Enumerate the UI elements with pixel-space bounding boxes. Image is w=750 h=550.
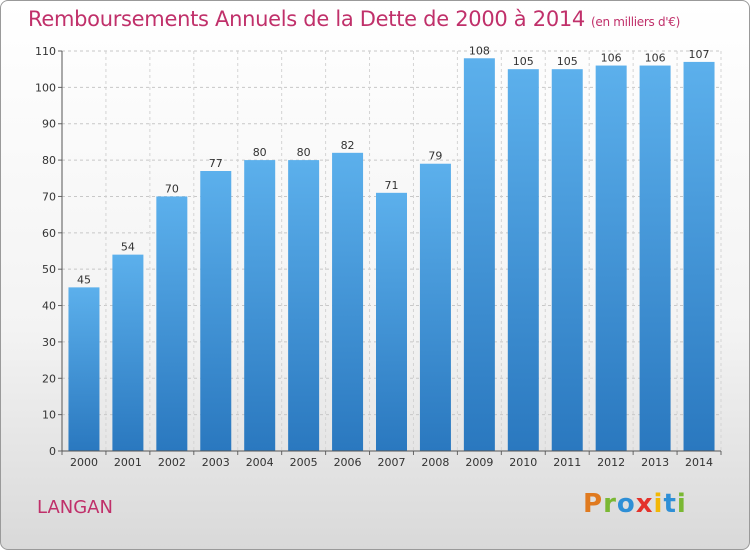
data-label-2006: 82 — [341, 139, 355, 152]
y-tick-label: 70 — [42, 190, 56, 203]
y-tick-label: 10 — [42, 409, 56, 422]
x-tick-label: 2011 — [553, 456, 581, 469]
x-tick-label: 2009 — [465, 456, 493, 469]
data-label-2008: 79 — [428, 150, 442, 163]
x-tick-label: 2007 — [378, 456, 406, 469]
data-label-2001: 54 — [121, 241, 135, 254]
bar-2007 — [376, 192, 407, 451]
logo-letter: r — [603, 489, 617, 519]
data-label-2007: 71 — [385, 179, 399, 192]
y-tick-label: 20 — [42, 372, 56, 385]
bar-2012 — [595, 65, 627, 451]
x-tick-label: 2008 — [421, 456, 449, 469]
data-label-2013: 106 — [645, 52, 666, 65]
x-tick-label: 2002 — [158, 456, 186, 469]
x-tick-label: 2003 — [202, 456, 230, 469]
y-tick-label: 90 — [42, 118, 56, 131]
axes: 0 10 20 30 40 50 60 70 80 90 100 110 2000 2001 2002 200… — [35, 45, 722, 469]
data-label-2005: 80 — [297, 146, 311, 159]
data-label-2011: 105 — [557, 55, 578, 68]
x-tick-label: 2010 — [509, 456, 537, 469]
y-tick-label: 110 — [35, 45, 56, 58]
data-labels: 45 54 70 77 80 80 82 71 79 108 105 105 106 106 107 — [77, 44, 710, 286]
bars — [68, 58, 715, 452]
data-label-2003: 77 — [209, 157, 223, 170]
chart-unit: (en milliers d'€) — [591, 15, 681, 29]
bar-2003 — [200, 171, 232, 451]
proxiti-logo: Proxiti — [583, 489, 687, 519]
logo-letter: x — [635, 489, 654, 519]
y-tick-label: 100 — [35, 81, 56, 94]
bar-2000 — [68, 287, 100, 451]
y-tick-label: 30 — [42, 336, 56, 349]
bar-2001 — [112, 254, 144, 451]
data-label-2010: 105 — [513, 55, 534, 68]
x-tick-label: 2004 — [246, 456, 274, 469]
logo-letter: P — [583, 489, 604, 519]
y-tick-label: 0 — [49, 445, 56, 458]
bar-2013 — [639, 65, 671, 451]
logo-letter: i — [676, 489, 687, 519]
bar-2014 — [683, 61, 715, 452]
logo-letter: i — [653, 489, 664, 519]
x-tick-label: 2012 — [597, 456, 625, 469]
x-tick-label: 2005 — [290, 456, 318, 469]
data-label-2009: 108 — [469, 44, 490, 57]
data-label-2004: 80 — [253, 146, 267, 159]
chart-title-text: Remboursements Annuels de la Dette de 20… — [28, 7, 585, 31]
bar-2002 — [156, 196, 188, 451]
logo-letter: t — [663, 489, 677, 519]
data-label-2000: 45 — [77, 273, 91, 286]
x-tick-label: 2006 — [334, 456, 362, 469]
y-tick-label: 60 — [42, 227, 56, 240]
y-tick-label: 40 — [42, 300, 56, 313]
data-label-2012: 106 — [601, 52, 622, 65]
x-tick-label: 2001 — [114, 456, 142, 469]
y-tick-label: 50 — [42, 263, 56, 276]
data-label-2002: 70 — [165, 182, 179, 195]
bar-2005 — [288, 160, 320, 451]
y-tick-label: 80 — [42, 154, 56, 167]
bar-2008 — [419, 163, 451, 451]
logo-letter: o — [616, 489, 636, 519]
commune-name: LANGAN — [37, 497, 113, 518]
bar-2011 — [551, 69, 583, 451]
bar-2006 — [332, 152, 364, 451]
x-tick-label: 2013 — [641, 456, 669, 469]
x-tick-label: 2014 — [685, 456, 713, 469]
chart-title: Remboursements Annuels de la Dette de 20… — [28, 7, 680, 31]
bar-2010 — [507, 69, 539, 451]
bar-2004 — [244, 160, 276, 451]
data-label-2014: 107 — [689, 48, 710, 61]
x-tick-label: 2000 — [70, 456, 98, 469]
bar-2009 — [463, 58, 495, 451]
